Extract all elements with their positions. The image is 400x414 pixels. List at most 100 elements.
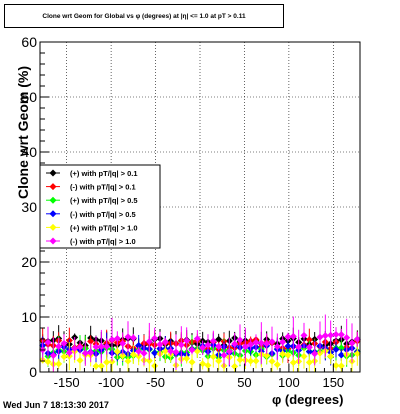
data-point [156, 340, 164, 348]
data-point [199, 344, 207, 352]
data-point [263, 352, 271, 360]
data-point [135, 341, 143, 349]
data-point [145, 357, 153, 365]
legend-marker [49, 169, 57, 177]
data-point [124, 333, 132, 341]
legend-marker [49, 196, 57, 204]
legend-label: (-) with pT/|q| > 0.5 [70, 210, 136, 219]
data-point [92, 362, 100, 370]
data-point [71, 344, 79, 352]
data-point [337, 331, 345, 339]
data-point [289, 359, 297, 367]
data-point [183, 337, 191, 345]
data-point [225, 347, 233, 355]
data-point [305, 343, 313, 351]
data-point [247, 357, 255, 365]
data-point [129, 351, 137, 359]
timestamp: Wed Jun 7 18:13:30 2017 [3, 400, 109, 410]
data-point [321, 332, 329, 340]
legend-marker [49, 183, 57, 191]
data-point [193, 347, 201, 355]
y-tick-label: 10 [21, 309, 37, 325]
data-point [177, 341, 185, 349]
data-point [305, 348, 313, 356]
data-point [348, 339, 356, 347]
data-point [279, 350, 287, 358]
data-point [151, 334, 159, 342]
series-5 [39, 314, 361, 372]
data-point [252, 338, 260, 346]
data-point [268, 338, 276, 346]
legend-marker [49, 223, 57, 231]
data-point [151, 362, 159, 370]
data-point [316, 349, 324, 357]
data-point [209, 353, 217, 361]
legend-label: (-) with pT/|q| > 1.0 [70, 237, 136, 246]
data-point [311, 350, 319, 358]
data-point [76, 356, 84, 364]
data-point [273, 343, 281, 351]
data-point [209, 337, 217, 345]
data-point [183, 355, 191, 363]
legend-label: (+) with pT/|q| > 0.1 [70, 169, 138, 178]
legend-box [39, 164, 161, 249]
data-point [204, 361, 212, 369]
title-box: Clone wrt Geom for Global vs φ (degrees)… [4, 4, 284, 28]
data-point [65, 349, 73, 357]
data-point [300, 352, 308, 360]
data-point [215, 343, 223, 351]
x-tick-label: -100 [98, 375, 124, 390]
data-point [124, 357, 132, 365]
data-point [129, 334, 137, 342]
data-point [220, 351, 228, 359]
data-point [113, 335, 121, 343]
data-point [231, 340, 239, 348]
data-point [140, 349, 148, 357]
data-point [279, 338, 287, 346]
data-point [60, 339, 68, 347]
data-point [305, 358, 313, 366]
legend-label: (+) with pT/|q| > 1.0 [70, 223, 138, 232]
data-point [252, 357, 260, 365]
data-point [161, 347, 169, 355]
x-tick-label: 0 [196, 375, 203, 390]
tick-labels: -150 -100 -50 0 50 100 150 0 10 20 30 40 50 60 [21, 34, 344, 390]
legend-label: (+) with pT/|q| > 0.5 [70, 196, 138, 205]
legend-marker [49, 210, 57, 218]
y-axis-label: Clone wrt Geom (%) [15, 65, 31, 199]
data-point [97, 362, 105, 370]
legend: (+) with pT/|q| > 0.1 (-) with pT/|q| > 0… [39, 164, 161, 249]
y-tick-label: 30 [21, 199, 37, 215]
data-point [337, 351, 345, 359]
data-point [337, 344, 345, 352]
data-point [151, 349, 159, 357]
data-point [231, 362, 239, 370]
y-tick-label: 50 [21, 89, 37, 105]
chart-title: Clone wrt Geom for Global vs φ (degrees)… [42, 13, 246, 20]
data-point [289, 332, 297, 340]
data-point [81, 349, 89, 357]
data-point [332, 346, 340, 354]
data-point [188, 346, 196, 354]
axis-ticks [39, 41, 361, 373]
data-point [44, 358, 52, 366]
data-points [39, 314, 361, 372]
data-point [353, 335, 361, 343]
data-point [236, 356, 244, 364]
y-tick-label: 20 [21, 254, 37, 270]
data-point [284, 351, 292, 359]
data-point [204, 341, 212, 349]
data-point [103, 358, 111, 366]
data-point [92, 343, 100, 351]
data-point [49, 351, 57, 359]
data-point [108, 358, 116, 366]
data-point [167, 347, 175, 355]
data-point [327, 331, 335, 339]
x-tick-label: -150 [54, 375, 80, 390]
data-point [247, 340, 255, 348]
data-point [119, 339, 127, 347]
data-point [268, 357, 276, 365]
data-point [76, 343, 84, 351]
data-point [332, 330, 340, 338]
